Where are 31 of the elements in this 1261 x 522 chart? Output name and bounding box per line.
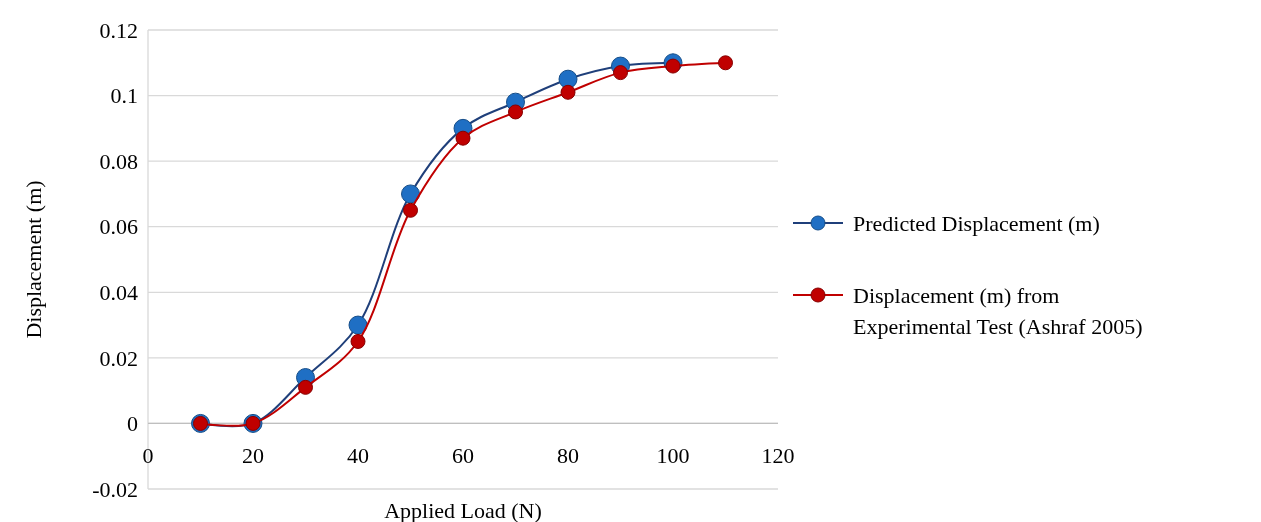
y-tick-label: 0.08 (99, 148, 138, 174)
x-axis-title: Applied Load (N) (384, 498, 542, 522)
legend-label: Displacement (m) from Experimental Test (Ashraf 2005) (853, 282, 1143, 339)
point (298, 379, 313, 395)
point (560, 84, 576, 100)
y-tick-label: 0 (127, 411, 138, 437)
x-tick-label: 0 (142, 443, 154, 469)
y-tick-label: 0.06 (99, 214, 138, 240)
point (613, 65, 628, 81)
x-tick-label: 100 (656, 443, 690, 469)
y-tick-label: -0.02 (92, 476, 138, 502)
y-tick-label: 0.1 (110, 83, 138, 109)
point (558, 69, 578, 89)
point (401, 184, 420, 204)
y-tick-label: 0.04 (99, 279, 138, 305)
point (665, 58, 681, 74)
point (348, 315, 368, 335)
point (508, 104, 523, 120)
legend-label: Predicted Displacement (m) (853, 210, 1100, 236)
y-axis-title: Displacement (m) (21, 180, 46, 339)
y-tick-label: 0.02 (99, 345, 138, 371)
y-tick-label: 0.12 (99, 17, 138, 43)
point (350, 333, 366, 349)
x-tick-label: 60 (452, 443, 474, 469)
point (403, 202, 418, 218)
x-tick-label: 120 (761, 443, 795, 469)
point (455, 130, 471, 146)
x-tick-label: 20 (242, 443, 264, 469)
x-tick-label: 40 (347, 443, 369, 469)
point (718, 55, 733, 71)
x-tick-label: 80 (557, 443, 579, 469)
